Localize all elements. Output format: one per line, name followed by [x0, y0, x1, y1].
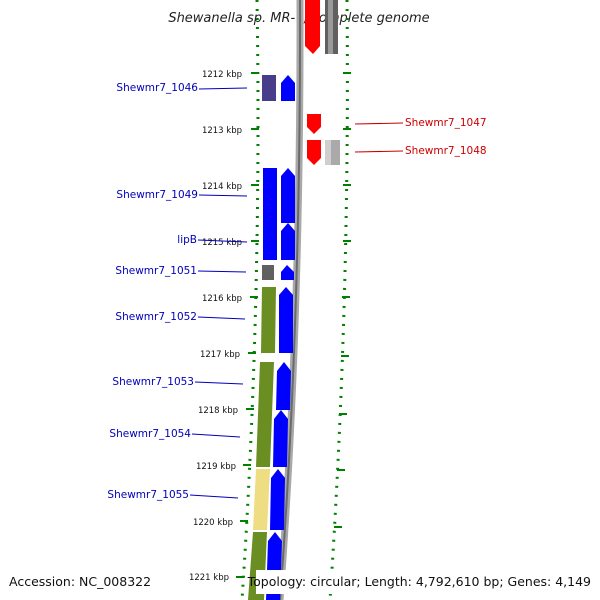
cds-arrow — [307, 140, 321, 165]
gene-label[interactable]: Shewmr7_1054 — [109, 428, 191, 440]
tick-label: 1218 kbp — [198, 406, 238, 416]
cds-track-right — [305, 0, 340, 165]
left-ring-ticks — [236, 72, 259, 578]
cog-block — [263, 224, 277, 260]
tick-label: 1214 kbp — [202, 182, 242, 192]
left-gene-labels: Shewmr7_1046 Shewmr7_1049 lipB Shewmr7_1… — [107, 82, 248, 501]
gene-label[interactable]: Shewmr7_1047 — [405, 117, 487, 129]
cds-arrow — [276, 362, 291, 410]
cds-track-left — [266, 75, 295, 600]
right-dotted-ring — [328, 0, 349, 600]
gene-label[interactable]: Shewmr7_1049 — [116, 189, 198, 201]
cog-block — [262, 265, 274, 280]
cds-arrow — [307, 114, 321, 134]
gene-label[interactable]: Shewmr7_1052 — [115, 311, 197, 323]
gene-label[interactable]: Shewmr7_1048 — [405, 145, 487, 157]
right-gene-labels: Shewmr7_1047 Shewmr7_1048 — [354, 117, 487, 157]
cog-block — [261, 287, 276, 353]
backbone-line — [279, 0, 302, 600]
cds-arrow — [273, 410, 288, 467]
cds-arrow — [279, 287, 293, 353]
tick-label: 1217 kbp — [200, 350, 240, 360]
tick-label: 1212 kbp — [202, 70, 242, 80]
cds-arrow — [281, 265, 294, 280]
cog-block — [263, 168, 277, 224]
cog-block — [256, 362, 274, 467]
gene-label[interactable]: lipB — [177, 234, 197, 246]
cds-arrow — [281, 75, 295, 101]
gene-label[interactable]: Shewmr7_1051 — [115, 265, 197, 277]
genome-info-text: Topology: circular; Length: 4,792,610 bp… — [247, 574, 591, 589]
cds-arrow — [281, 223, 295, 260]
gene-label[interactable]: Shewmr7_1053 — [112, 376, 194, 388]
tick-label: 1219 kbp — [196, 462, 236, 472]
cog-track — [248, 75, 277, 600]
gene-label[interactable]: Shewmr7_1046 — [116, 82, 198, 94]
accession-text: Accession: NC_008322 — [9, 574, 151, 589]
tick-label: 1220 kbp — [193, 518, 233, 528]
cog-block — [262, 75, 276, 101]
cds-arrow — [270, 469, 285, 530]
tick-label: 1221 kbp — [189, 573, 229, 583]
cog-block — [253, 469, 270, 530]
tick-label: 1213 kbp — [202, 126, 242, 136]
tick-label: 1215 kbp — [202, 238, 242, 248]
cds-arrow — [281, 168, 295, 223]
gene-label[interactable]: Shewmr7_1055 — [107, 489, 189, 501]
cds-arrow — [305, 0, 320, 54]
kbp-tick-labels: 1212 kbp 1213 kbp 1214 kbp 1215 kbp 1216… — [189, 70, 242, 583]
tick-label: 1216 kbp — [202, 294, 242, 304]
